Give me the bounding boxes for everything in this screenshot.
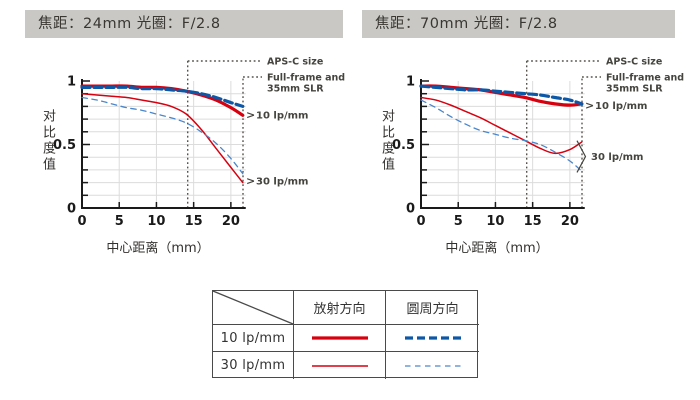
pointer-arrow: >: [585, 99, 594, 112]
y-tick-label: 0: [67, 202, 76, 217]
x-tick-label: 10: [486, 214, 504, 229]
chart-title-70mm: 焦距：70mm 光圈：F/2.8: [362, 10, 675, 38]
mtf-curve-thin-blue-dashed: [420, 99, 583, 172]
mtf-curve-thin-blue-dashed: [81, 96, 244, 175]
legend-line-sample: [311, 336, 368, 340]
x-tick-label: 15: [185, 214, 203, 229]
curve-label: 30 lp/mm: [591, 152, 643, 163]
y-tick-label: 1: [406, 75, 415, 90]
pointer-arrow: >: [246, 109, 255, 122]
mtf-curve-thin-red-solid: [420, 96, 583, 155]
x-tick-label: 20: [222, 214, 240, 229]
pointer-arrow: >: [246, 175, 255, 188]
x-tick-label: 5: [454, 214, 463, 229]
mtf-curve-thick-blue-dashed: [80, 85, 245, 108]
diagonal-line: [213, 291, 293, 324]
legend-header-circumferential: 圆周方向: [386, 291, 479, 325]
legend-sample-30lp-circumferential: [386, 352, 479, 379]
y-axis-title: 对比度值: [40, 109, 55, 173]
legend-sample-10lp-circumferential: [386, 325, 479, 352]
legend-line-sample: [404, 364, 461, 367]
legend-header-radial: 放射方向: [294, 291, 386, 325]
mtf-curve-thick-blue-dashed: [419, 84, 584, 106]
x-tick-label: 10: [147, 214, 165, 229]
y-tick-label: 0.5: [392, 138, 415, 153]
x-tick-label: 5: [115, 214, 124, 229]
y-tick-label: 0.5: [53, 138, 76, 153]
fullframe-label: Full-frame and: [606, 73, 684, 84]
legend-line-sample: [311, 364, 368, 367]
fullframe-label: Full-frame and: [267, 73, 345, 84]
fullframe-label: 35mm SLR: [606, 84, 663, 95]
y-tick-label: 1: [67, 75, 76, 90]
y-tick-label: 0: [406, 202, 415, 217]
curve-label: 30 lp/mm: [256, 177, 308, 188]
legend-row-label-30lp: 30 lp/mm: [213, 352, 294, 379]
legend-row-label-10lp: 10 lp/mm: [213, 325, 294, 352]
legend-sample-10lp-radial: [294, 325, 386, 352]
chart-title-24mm: 焦距：24mm 光圈：F/2.8: [25, 10, 343, 38]
x-tick-label: 15: [524, 214, 542, 229]
legend-line-sample: [404, 336, 461, 340]
legend-sample-30lp-radial: [294, 352, 386, 379]
x-axis-title: 中心距离（mm）: [106, 241, 210, 256]
x-axis-title: 中心距离（mm）: [445, 241, 549, 256]
x-tick-label: 0: [77, 214, 86, 229]
apsc-label: APS-C size: [606, 57, 662, 68]
curve-label: 10 lp/mm: [256, 111, 308, 122]
mtf-curve-thin-red-solid: [81, 92, 244, 184]
legend-corner-cell: [213, 291, 294, 325]
legend-table: 放射方向 圆周方向 10 lp/mm 30 lp/mm: [212, 290, 479, 379]
apsc-label: APS-C size: [267, 57, 323, 68]
y-axis-title: 对比度值: [379, 109, 394, 173]
fullframe-label: 35mm SLR: [267, 84, 324, 95]
x-tick-label: 20: [561, 214, 579, 229]
x-tick-label: 0: [416, 214, 425, 229]
curve-label: 10 lp/mm: [595, 101, 647, 112]
pointer-brace: [576, 140, 587, 173]
